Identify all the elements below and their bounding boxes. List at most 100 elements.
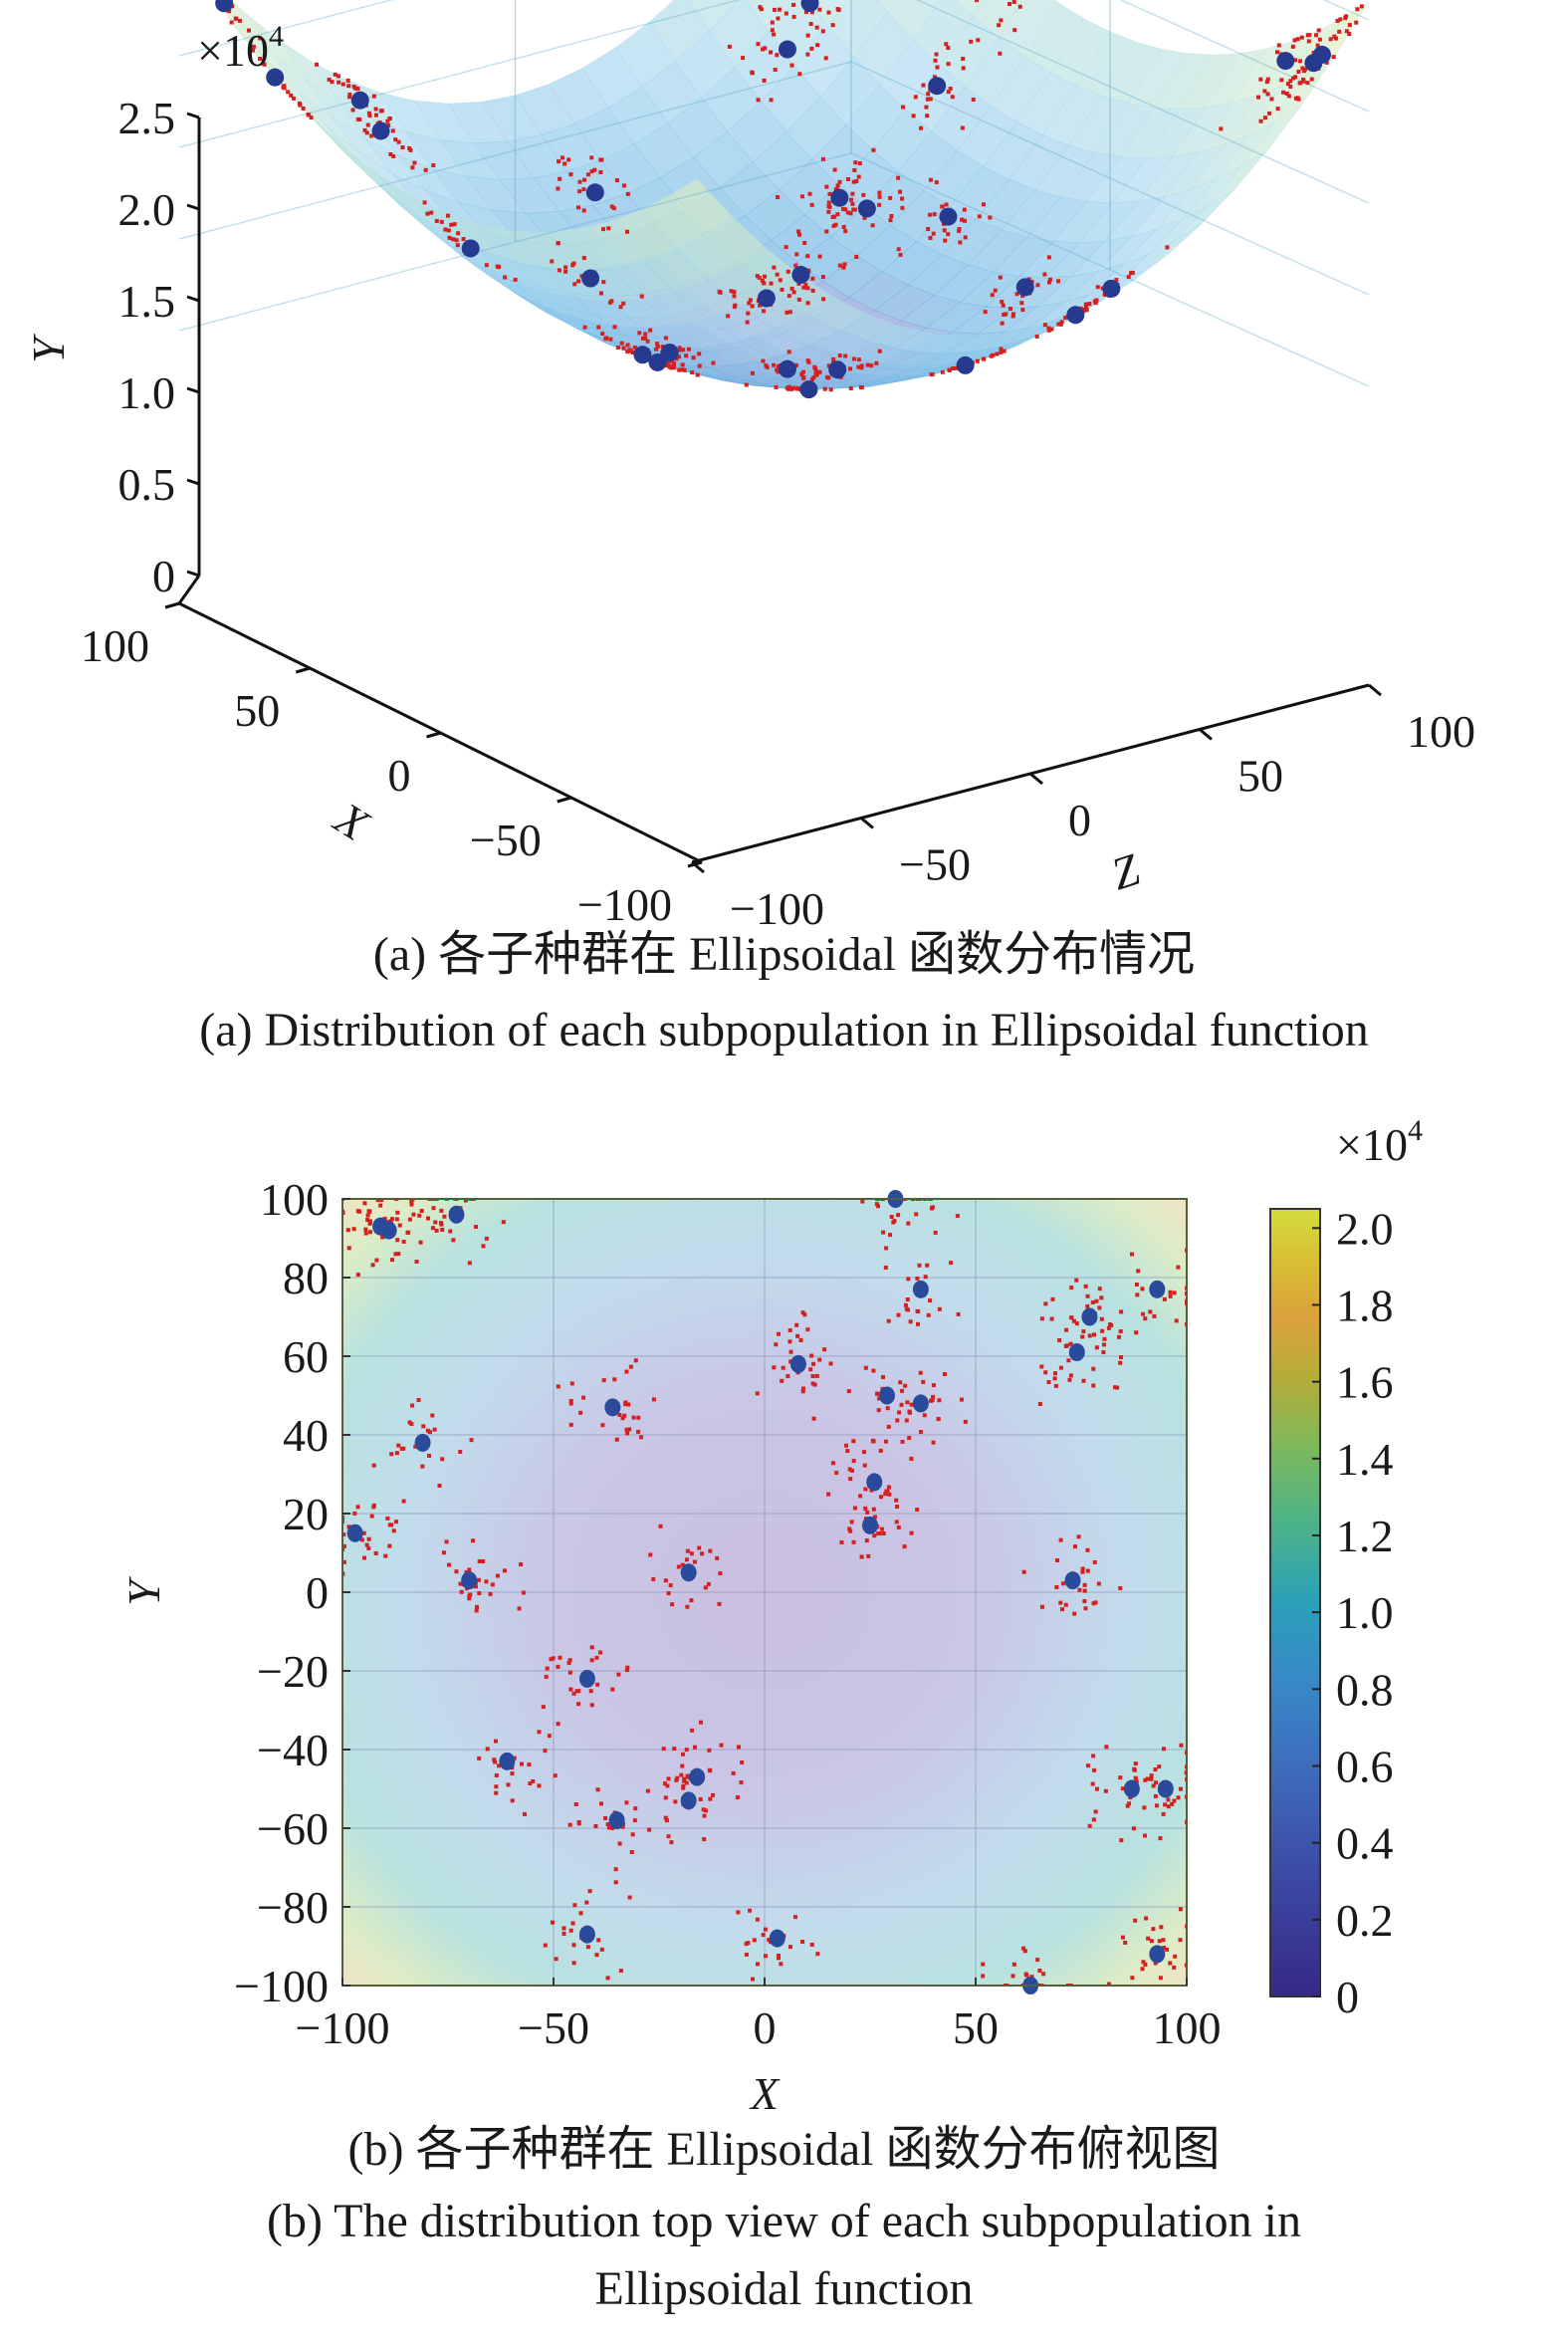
individual-point (894, 1520, 899, 1525)
individual-point (900, 1388, 905, 1393)
individual-point (1119, 1838, 1124, 1843)
individual-point (877, 194, 882, 199)
individual-point (847, 1526, 852, 1531)
individual-point (1004, 312, 1008, 317)
individual-point (1317, 37, 1322, 42)
individual-point (666, 1834, 671, 1839)
individual-point (861, 1450, 866, 1455)
individual-point (1091, 1754, 1096, 1759)
grid-line (915, 0, 1370, 204)
individual-point (762, 281, 767, 286)
individual-point (784, 245, 788, 250)
individual-point (911, 114, 916, 118)
individual-point (1090, 1781, 1095, 1786)
individual-point (679, 1772, 684, 1777)
grid-line (850, 152, 1370, 387)
individual-point (1106, 1982, 1111, 1986)
individual-point (371, 1463, 376, 1468)
individual-point (830, 23, 835, 28)
individual-point (309, 116, 314, 120)
individual-point (891, 1220, 896, 1225)
individual-point (468, 1592, 473, 1597)
individual-point (859, 385, 864, 390)
individual-point (748, 298, 753, 303)
individual-point (677, 367, 682, 372)
individual-point (568, 172, 573, 177)
individual-point (291, 96, 296, 101)
individual-point (494, 1739, 499, 1744)
subpopulation-center (1304, 54, 1323, 73)
individual-point (258, 36, 263, 41)
individual-point (1046, 255, 1051, 260)
colorbar-tick-label: 1.6 (1336, 1357, 1394, 1408)
individual-point (233, 16, 238, 21)
individual-point (1151, 1783, 1156, 1788)
individual-point (936, 1417, 941, 1422)
individual-point (1092, 1559, 1097, 1564)
individual-point (849, 1468, 854, 1473)
individual-point (401, 1499, 406, 1504)
individual-point (951, 365, 956, 370)
individual-point (698, 1796, 703, 1801)
individual-point (812, 364, 817, 369)
individual-point (1104, 1745, 1109, 1750)
individual-point (995, 352, 1000, 356)
individual-point (663, 336, 668, 341)
individual-point (455, 243, 460, 248)
individual-point (915, 1321, 920, 1326)
individual-point (839, 1539, 844, 1544)
individual-point (801, 285, 806, 290)
individual-point (718, 1571, 723, 1576)
individual-point (886, 1424, 891, 1429)
individual-point (633, 1358, 638, 1363)
individual-point (1011, 0, 1016, 5)
surface-patch (838, 313, 900, 343)
individual-point (684, 353, 689, 358)
individual-point (624, 1668, 629, 1673)
x-tick-label: 0 (388, 750, 411, 801)
individual-point (443, 227, 448, 232)
individual-point (989, 353, 994, 358)
individual-point (739, 1780, 744, 1785)
individual-point (1158, 1976, 1163, 1981)
individual-point (510, 1771, 515, 1776)
individual-point (545, 1666, 550, 1671)
individual-point (815, 1952, 820, 1957)
individual-point (601, 280, 606, 285)
individual-point (1059, 1607, 1064, 1612)
individual-point (974, 0, 979, 3)
individual-point (1068, 1341, 1073, 1346)
individual-point (517, 1606, 522, 1611)
individual-point (770, 28, 775, 33)
individual-point (1153, 1767, 1158, 1772)
individual-point (495, 1573, 500, 1578)
individual-point (736, 1910, 741, 1915)
individual-point (801, 369, 806, 374)
subpopulation-center (1149, 1280, 1166, 1298)
individual-point (1060, 1581, 1065, 1586)
individual-point (401, 1239, 406, 1244)
individual-point (1168, 1961, 1173, 1966)
individual-point (773, 68, 778, 73)
individual-point (470, 1538, 475, 1543)
individual-point (431, 162, 436, 167)
individual-point (756, 42, 761, 47)
individual-point (1131, 1826, 1136, 1831)
individual-point (896, 175, 901, 180)
individual-point (1091, 1767, 1096, 1772)
individual-point (810, 1381, 815, 1386)
individual-point (731, 1770, 736, 1775)
individual-point (666, 1591, 671, 1596)
z-tick-mark (1199, 728, 1213, 741)
individual-point (794, 252, 799, 257)
individual-point (707, 1748, 712, 1753)
surface-patch (1119, 107, 1181, 159)
individual-point (1123, 1940, 1128, 1945)
individual-point (661, 1747, 666, 1752)
individual-point (419, 1209, 424, 1214)
individual-point (958, 240, 963, 245)
individual-point (570, 1921, 575, 1926)
subpopulation-center (878, 1386, 895, 1405)
individual-point (846, 1389, 851, 1394)
individual-point (417, 1213, 422, 1218)
